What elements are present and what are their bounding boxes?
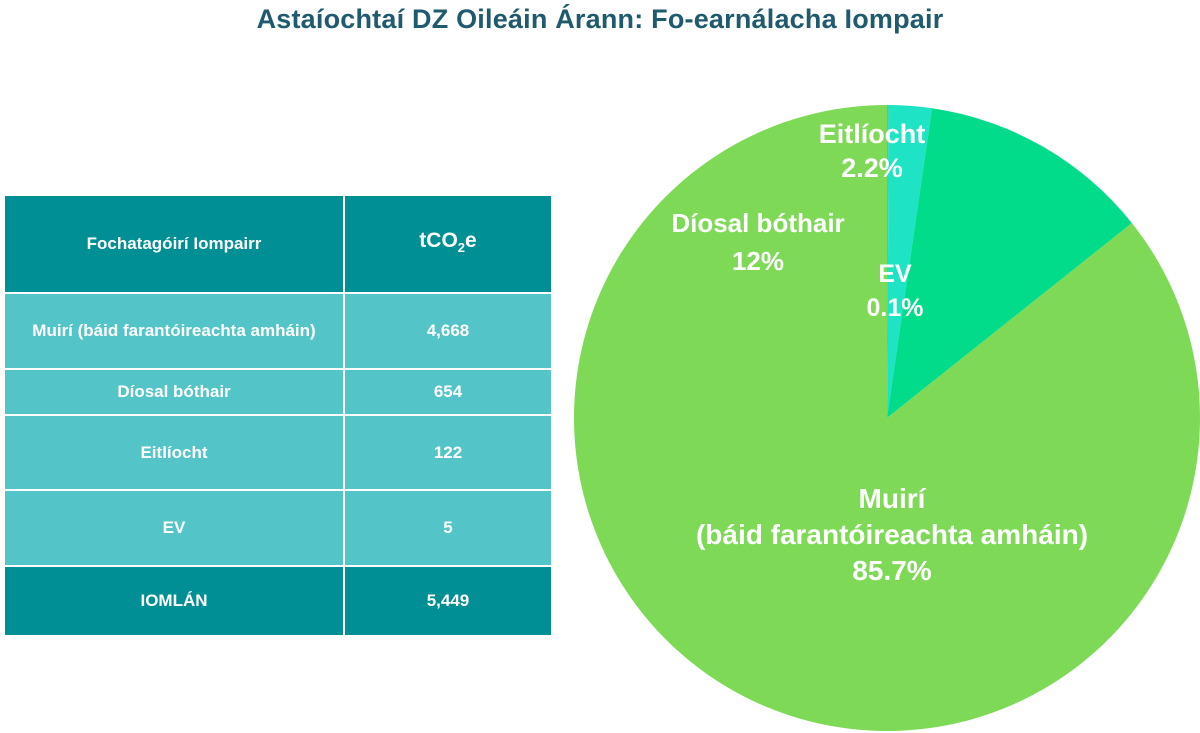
table-row: EV 5 [3, 489, 553, 567]
slice-value-label: 85.7% [852, 555, 931, 586]
pie-slice [887, 105, 933, 419]
row-value: 122 [343, 414, 553, 491]
table-header-row: Fochatagóirí Iompairr tCO2e [3, 194, 553, 294]
chart-title: Astaíochtaí DZ Oileáin Árann: Fo-earnála… [256, 4, 944, 34]
row-category: Muirí (báid farantóireachta amháin) [3, 292, 345, 370]
unit-main: tCO [419, 228, 458, 252]
emissions-table: Fochatagóirí Iompairr tCO2e Muirí (báid … [3, 194, 553, 637]
pie-slice [887, 105, 889, 418]
row-category: EV [3, 489, 345, 567]
table-row: Díosal bóthair 654 [3, 368, 553, 416]
header-unit: tCO2e [343, 194, 553, 294]
slice-name-label: EV [878, 260, 912, 288]
row-category: Eitlíocht [3, 414, 345, 491]
row-category: Díosal bóthair [3, 368, 345, 416]
slice-name-label: (báid farantóireachta amháin) [696, 519, 1088, 550]
total-category: IOMLÁN [3, 565, 345, 637]
header-category: Fochatagóirí Iompairr [3, 194, 345, 294]
table-row: Muirí (báid farantóireachta amháin) 4,66… [3, 292, 553, 370]
row-value: 4,668 [343, 292, 553, 370]
table-total-row: IOMLÁN 5,449 [3, 565, 553, 637]
pie-slice [574, 105, 1200, 731]
slice-value-label: 12% [732, 246, 784, 276]
row-value: 5 [343, 489, 553, 567]
slice-name-label: Muirí [859, 483, 927, 514]
total-value: 5,449 [343, 565, 553, 637]
unit-subscript: 2 [457, 239, 466, 255]
slice-name-label: Díosal bóthair [671, 208, 844, 238]
table-row: Eitlíocht 122 [3, 414, 553, 491]
row-value: 654 [343, 368, 553, 416]
slice-value-label: 0.1% [867, 294, 924, 322]
slice-name-label: Eitlíocht [819, 119, 926, 149]
unit-tail: e [465, 228, 477, 252]
slice-value-label: 2.2% [841, 153, 903, 183]
pie-slice [887, 108, 1132, 419]
